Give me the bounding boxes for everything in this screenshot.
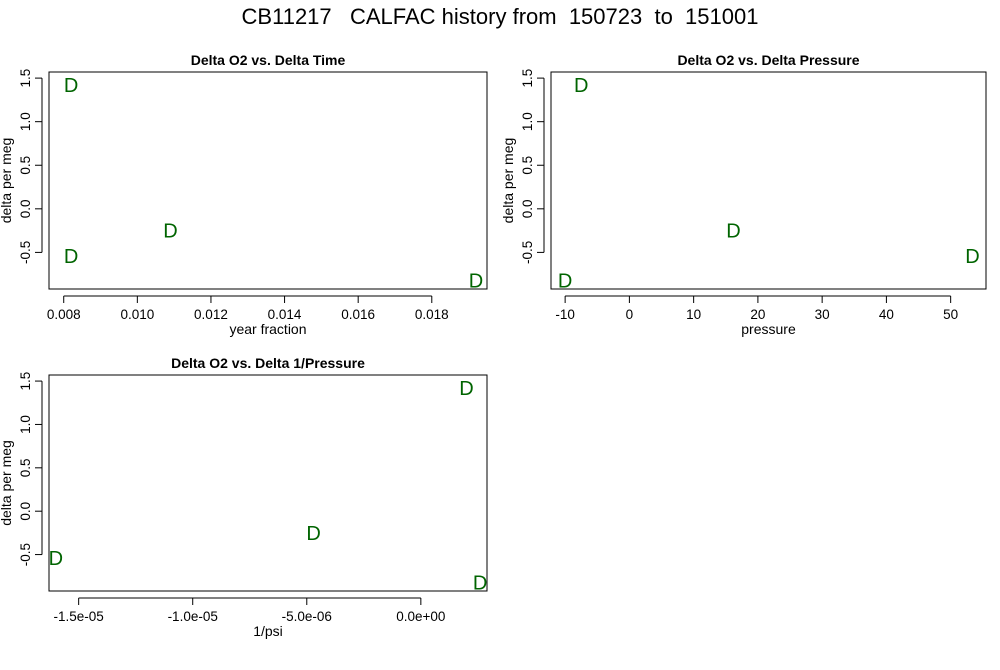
- y-tick-label-0-1: 0.0: [18, 199, 33, 218]
- plot-title-2: Delta O2 vs. Delta 1/Pressure: [171, 355, 365, 371]
- x-tick-label-2-2: -5.0e-06: [282, 609, 332, 624]
- x-tick-label-2-1: -1.0e-05: [168, 609, 218, 624]
- x-tick-label-0-4: 0.016: [341, 307, 375, 322]
- data-point-2-3: D: [473, 572, 487, 594]
- x-tick-label-0-5: 0.018: [415, 307, 449, 322]
- y-tick-label-2-0: -0.5: [18, 543, 33, 566]
- y-tick-label-0-0: -0.5: [18, 241, 33, 264]
- x-axis-label-2: 1/psi: [253, 623, 283, 639]
- y-tick-label-0-3: 1.0: [18, 112, 33, 131]
- plot-frame-0: [48, 71, 488, 290]
- plot-title-0: Delta O2 vs. Delta Time: [191, 52, 346, 68]
- x-tick-label-1-6: 50: [943, 307, 958, 322]
- data-point-0-2: D: [163, 221, 177, 243]
- y-axis-label-1: delta per meg: [500, 138, 516, 224]
- y-tick-label-2-3: 1.0: [18, 415, 33, 434]
- data-point-1-3: D: [558, 270, 572, 292]
- y-tick-label-1-1: 0.0: [520, 199, 535, 218]
- plot-frame-2: [48, 374, 488, 592]
- page-title: CB11217 CALFAC history from 150723 to 15…: [241, 4, 759, 29]
- data-point-2-1: D: [306, 523, 320, 545]
- data-point-1-0: D: [574, 75, 588, 97]
- x-tick-label-1-2: 10: [686, 307, 701, 322]
- x-tick-label-2-0: -1.5e-05: [54, 609, 104, 624]
- y-tick-label-1-2: 0.5: [520, 156, 535, 175]
- x-axis-label-0: year fraction: [229, 321, 306, 337]
- data-point-0-3: D: [469, 270, 483, 292]
- data-point-2-0: D: [459, 378, 473, 400]
- y-tick-label-0-4: 1.5: [18, 69, 33, 88]
- y-axis-label-0: delta per meg: [0, 138, 14, 224]
- plot-frame-1: [550, 71, 987, 290]
- y-tick-label-1-3: 1.0: [520, 112, 535, 131]
- x-tick-label-1-3: 20: [750, 307, 765, 322]
- data-point-1-2: D: [965, 246, 979, 268]
- x-tick-label-0-3: 0.014: [268, 307, 302, 322]
- x-tick-label-1-0: -10: [555, 307, 575, 322]
- x-tick-label-2-3: 0.0e+00: [396, 609, 445, 624]
- y-tick-label-1-0: -0.5: [520, 241, 535, 264]
- y-tick-label-0-2: 0.5: [18, 156, 33, 175]
- x-tick-label-0-0: 0.008: [47, 307, 81, 322]
- y-axis-label-2: delta per meg: [0, 440, 14, 526]
- data-point-0-1: D: [64, 246, 78, 268]
- x-tick-label-1-5: 40: [879, 307, 894, 322]
- x-tick-label-1-1: 0: [626, 307, 634, 322]
- x-axis-label-1: pressure: [741, 321, 796, 337]
- plot-title-1: Delta O2 vs. Delta Pressure: [677, 52, 859, 68]
- data-point-1-1: D: [726, 221, 740, 243]
- x-tick-label-0-1: 0.010: [120, 307, 154, 322]
- x-tick-label-0-2: 0.012: [194, 307, 228, 322]
- y-tick-label-2-2: 0.5: [18, 458, 33, 477]
- data-point-2-2: D: [49, 548, 63, 570]
- data-point-0-0: D: [64, 75, 78, 97]
- y-tick-label-2-1: 0.0: [18, 502, 33, 521]
- y-tick-label-2-4: 1.5: [18, 372, 33, 391]
- x-tick-label-1-4: 30: [815, 307, 830, 322]
- y-tick-label-1-4: 1.5: [520, 69, 535, 88]
